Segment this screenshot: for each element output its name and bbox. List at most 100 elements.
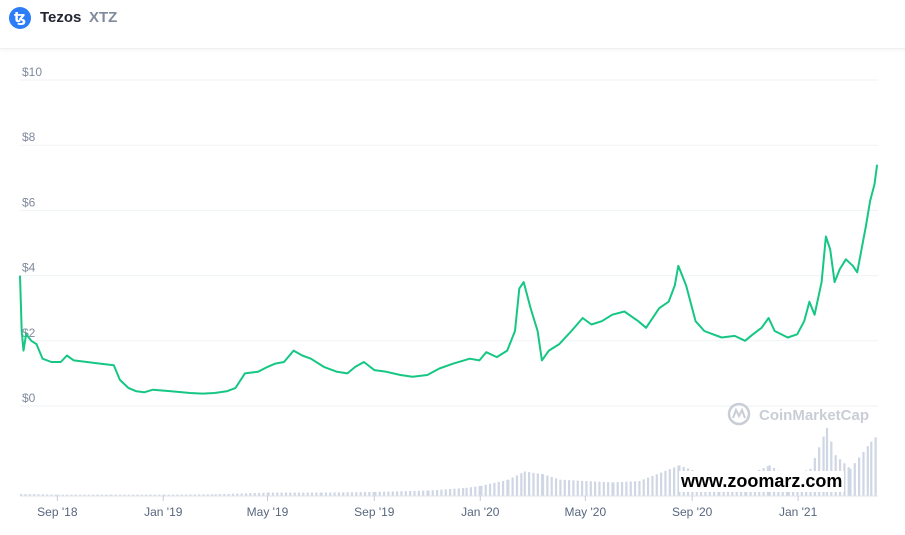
volume-bar <box>96 494 99 496</box>
volume-bar <box>585 481 588 496</box>
volume-bar <box>660 472 663 496</box>
volume-bar <box>346 492 349 496</box>
volume-bar <box>581 480 584 496</box>
volume-bar <box>404 491 407 496</box>
y-tick-label: $0 <box>22 391 36 405</box>
volume-bar <box>189 494 192 496</box>
volume-bar <box>315 492 318 496</box>
x-tick-label: May '19 <box>247 505 289 519</box>
volume-bar <box>825 428 829 496</box>
volume-bar <box>576 480 579 496</box>
volume-bar <box>149 494 152 496</box>
volume-bar <box>302 492 305 496</box>
price-line[interactable] <box>19 164 879 395</box>
coinmarketcap-logo-icon-mark <box>732 407 746 419</box>
coinmarketcap-watermark: CoinMarketCap <box>727 402 869 426</box>
volume-bar <box>257 492 261 496</box>
volume-bar <box>866 446 869 496</box>
volume-bar <box>853 463 856 496</box>
volume-bar <box>127 494 130 496</box>
volume-bar <box>293 492 296 496</box>
volume-bar <box>57 494 60 496</box>
volume-bar <box>372 491 375 496</box>
volume-bar <box>462 488 465 496</box>
volume-bar <box>417 490 420 496</box>
x-tick-label: Jan '19 <box>144 505 183 519</box>
volume-bar <box>830 441 833 496</box>
x-tick-label: Sep '19 <box>354 505 395 519</box>
volume-bar <box>589 481 592 496</box>
volume-bar <box>206 494 209 496</box>
volume-bar <box>136 494 139 496</box>
y-axis-ticks: $10$8$6$4$2$0 <box>22 65 42 405</box>
volume-bar <box>563 479 566 496</box>
volume-bar <box>87 494 90 496</box>
volume-bar <box>119 494 122 496</box>
coin-symbol: XTZ <box>89 9 118 26</box>
volume-bar <box>620 481 624 496</box>
volume-bar <box>440 489 443 496</box>
volume-bar <box>223 494 226 496</box>
volume-bar <box>320 492 323 496</box>
volume-bar <box>355 492 358 496</box>
volume-bar <box>100 494 103 496</box>
volume-bar <box>497 481 500 496</box>
volume-bar <box>651 475 654 496</box>
volume-bar <box>550 476 553 496</box>
volume-bar <box>324 492 328 496</box>
volume-bar <box>625 481 628 496</box>
volume-bar <box>180 494 183 496</box>
volume-bar <box>145 494 148 496</box>
volume-bar <box>594 481 597 496</box>
volume-bar <box>449 489 452 496</box>
volume-bar <box>110 494 113 496</box>
volume-bar <box>231 493 235 496</box>
volume-bar <box>633 481 637 496</box>
volume-bar <box>306 492 309 496</box>
volume-bar <box>236 493 239 496</box>
volume-bar <box>202 494 205 496</box>
volume-bar <box>435 489 439 496</box>
site-watermark: www.zoomarz.com <box>679 471 845 492</box>
volume-bar <box>74 494 77 496</box>
coinmarketcap-brand-text: CoinMarketCap <box>759 407 869 424</box>
volume-bar <box>484 484 487 496</box>
volume-bar <box>218 494 222 496</box>
volume-bar <box>240 493 243 496</box>
price-line-series[interactable] <box>19 164 879 395</box>
volume-bar <box>598 481 601 496</box>
volume-bar <box>874 437 877 496</box>
volume-bar <box>469 487 473 496</box>
volume-bar <box>140 494 143 496</box>
volume-bar <box>870 441 873 496</box>
volume-bar <box>668 469 671 496</box>
volume-bar <box>83 494 86 496</box>
volume-bar <box>61 494 64 496</box>
volume-bar <box>214 494 217 496</box>
volume-bar <box>528 472 531 496</box>
volume-bar <box>289 492 292 496</box>
volume-bar <box>262 492 265 496</box>
volume-bar <box>612 482 615 496</box>
volume-bar <box>480 485 483 496</box>
volume-bar <box>638 481 641 496</box>
volume-bar <box>559 479 562 496</box>
volume-bar <box>244 493 248 496</box>
y-tick-label: $10 <box>22 65 42 79</box>
volume-bar <box>132 494 135 496</box>
volume-bar <box>297 492 301 496</box>
volume-bar <box>359 492 362 496</box>
volume-bar <box>28 494 31 496</box>
volume-bar <box>572 480 575 496</box>
volume-bar <box>862 451 865 496</box>
volume-bar <box>396 491 399 496</box>
volume-bar <box>105 494 108 496</box>
volume-bar <box>185 494 188 496</box>
volume-bar <box>363 492 367 496</box>
volume-bar <box>368 491 371 496</box>
volume-bar <box>642 479 645 496</box>
volume-bar <box>444 489 447 496</box>
volume-bar <box>391 491 394 496</box>
volume-bar <box>66 494 69 496</box>
